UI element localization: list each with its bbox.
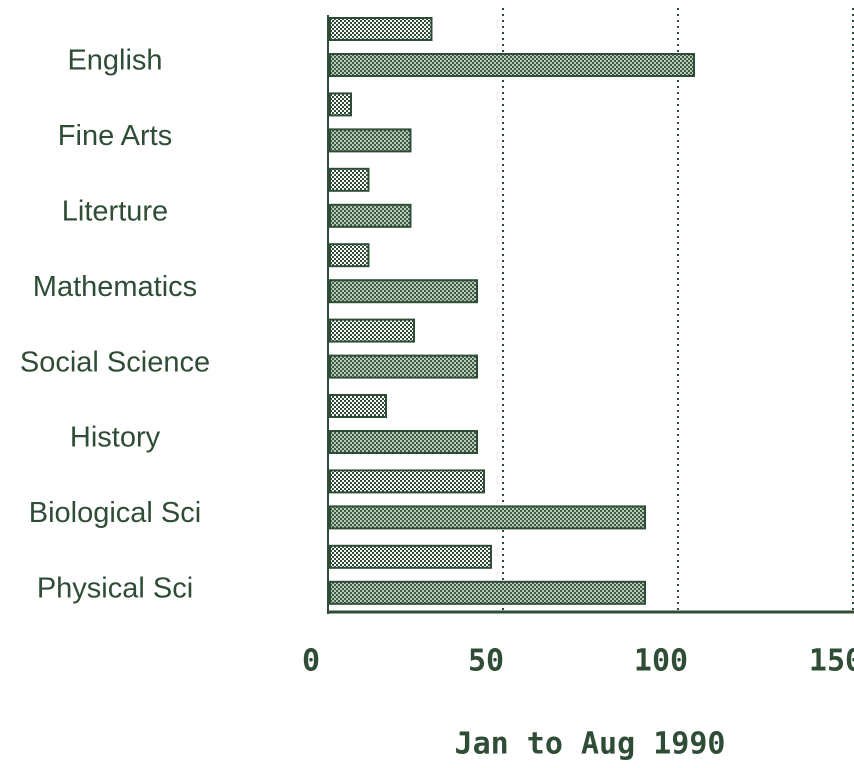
- y-tick-label: Mathematics: [33, 271, 197, 303]
- bar: [329, 354, 478, 379]
- y-tick-label: Literture: [62, 195, 168, 227]
- bar: [329, 167, 370, 192]
- bar: [329, 243, 370, 268]
- x-axis-label: Jan to Aug 1990: [455, 727, 726, 762]
- x-tick-label: 50: [468, 644, 504, 679]
- y-tick-label: Fine Arts: [58, 120, 172, 152]
- y-tick-label: English: [67, 45, 162, 77]
- y-tick-label: Social Science: [20, 346, 210, 378]
- x-tick-label: 150: [809, 644, 854, 679]
- y-tick-label: History: [70, 422, 161, 454]
- x-tick-label: 100: [634, 644, 688, 679]
- bar: [329, 92, 352, 117]
- bar: [329, 318, 415, 343]
- bar: [329, 430, 478, 454]
- bar: [329, 203, 412, 228]
- bar: [329, 128, 412, 153]
- y-tick-label: Physical Sci: [37, 572, 193, 604]
- y-tick-label: Biological Sci: [29, 497, 201, 529]
- x-tick-label: 0: [302, 644, 320, 679]
- bar: [329, 544, 492, 569]
- bar: [329, 394, 387, 418]
- bar: [329, 53, 695, 77]
- bar: [329, 469, 485, 494]
- bar: [329, 279, 478, 304]
- bar: [329, 580, 646, 605]
- bar: [329, 17, 433, 41]
- bar: [329, 505, 646, 530]
